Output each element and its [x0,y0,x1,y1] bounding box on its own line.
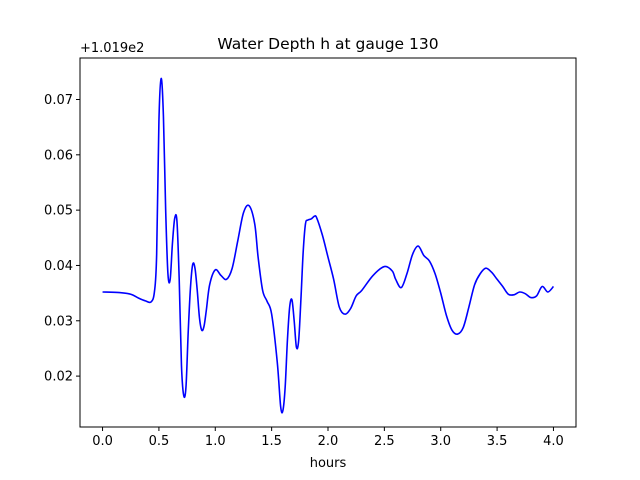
y-tick-label: 0.06 [44,148,73,163]
x-tick-label: 0.5 [149,434,170,449]
x-tick-label: 4.0 [543,434,564,449]
plot-frame [79,57,577,428]
series-line [102,77,555,414]
plot-area [102,77,555,414]
y-tick-label: 0.02 [44,370,73,385]
x-tick-label: 3.0 [430,434,451,449]
x-tick-label: 0.0 [92,434,113,449]
y-tick-label: 0.07 [44,93,73,108]
x-tick-label: 1.0 [205,434,226,449]
x-tick-label: 2.0 [318,434,339,449]
y-axis-ticks: 0.02 0.03 0.04 0.05 0.06 0.07 [44,93,80,385]
x-tick-label: 2.5 [374,434,395,449]
chart-title: Water Depth h at gauge 130 [217,35,438,53]
x-tick-label: 3.5 [487,434,508,449]
y-offset-label: +1.019e2 [80,41,144,56]
y-tick-label: 0.04 [44,259,73,274]
x-axis-ticks: 0.0 0.5 1.0 1.5 2.0 2.5 3.0 3.5 4.0 [92,427,564,449]
y-tick-label: 0.03 [44,314,73,329]
x-axis-label: hours [310,456,347,471]
y-tick-label: 0.05 [44,204,73,219]
x-tick-label: 1.5 [261,434,282,449]
